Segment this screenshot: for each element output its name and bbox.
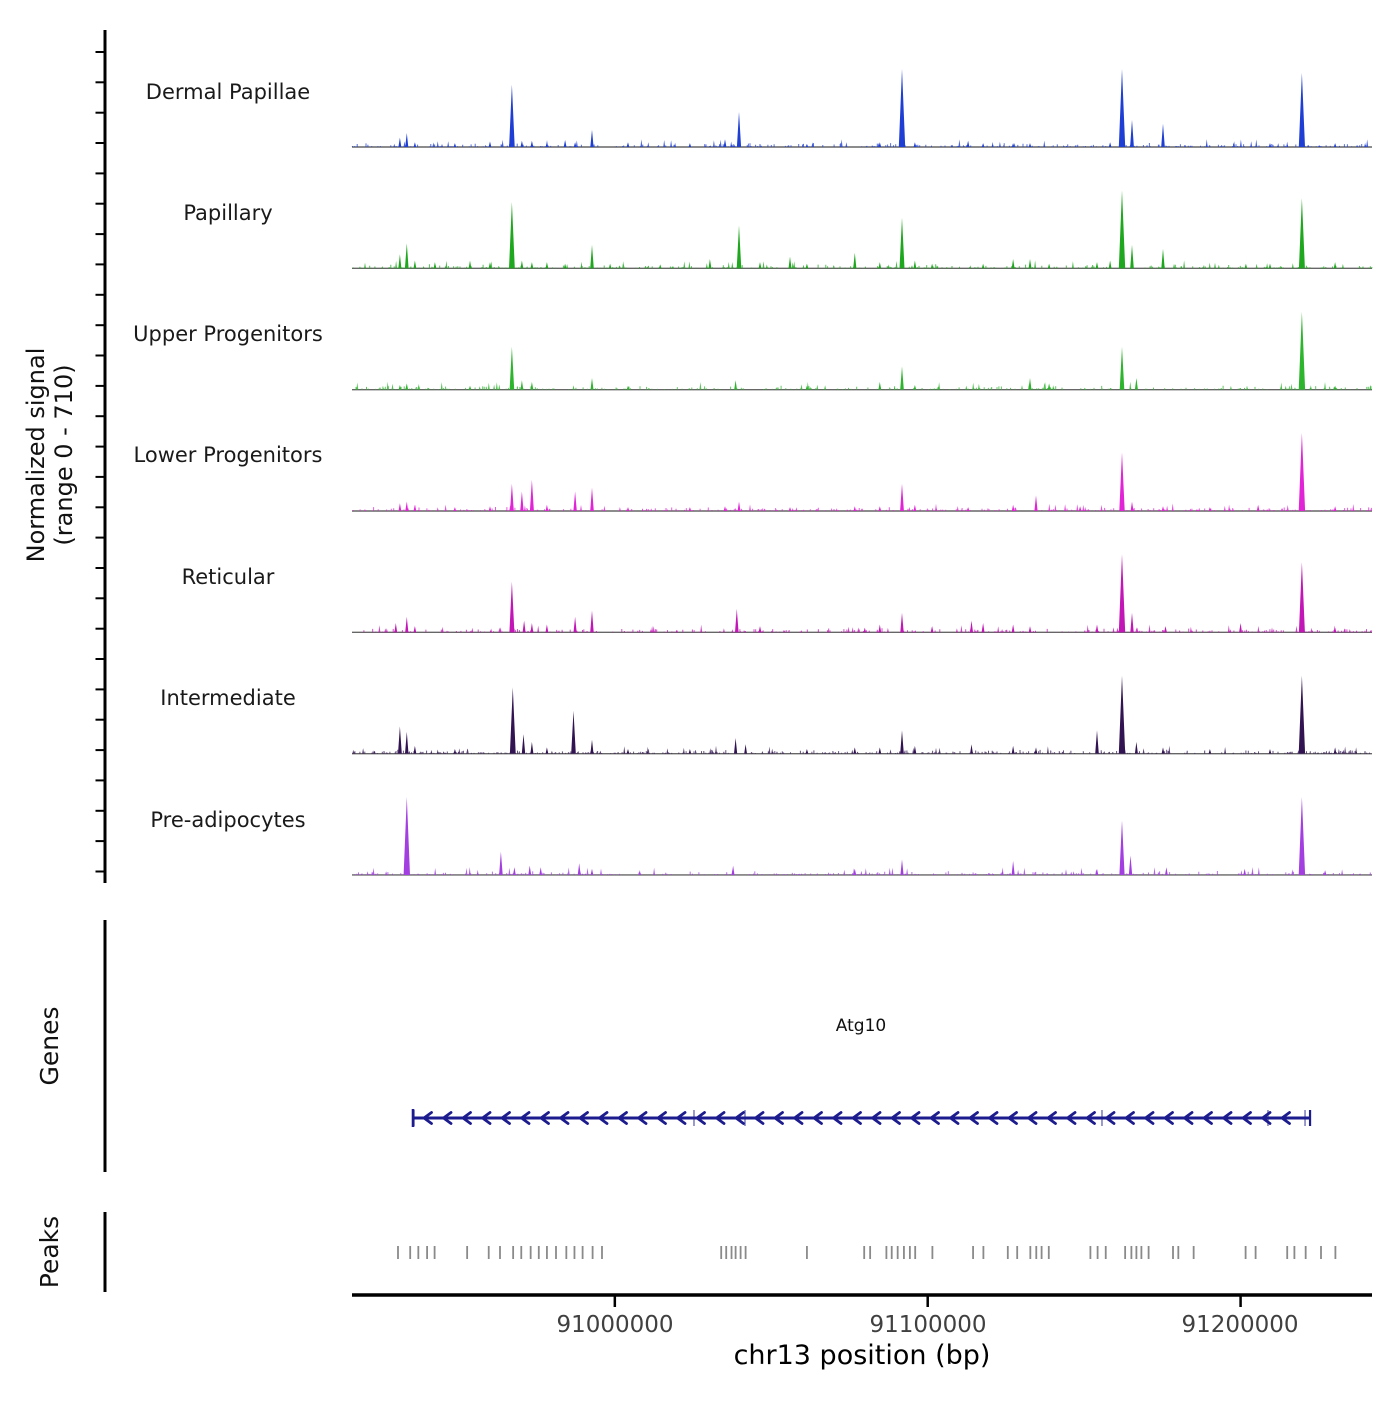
gene-strand-arrows (422, 1111, 1291, 1125)
track-label-intermediate: Intermediate (160, 686, 296, 710)
gene-name-label: Atg10 (836, 1016, 886, 1036)
track-intermediate (352, 675, 1372, 755)
gene-model (411, 1109, 1312, 1127)
track-label-upper-progenitors: Upper Progenitors (133, 322, 323, 346)
track-lower-progenitors (352, 433, 1372, 512)
signal-noise (355, 385, 1372, 390)
signal-spikes (398, 190, 1337, 269)
x-tick-label-91000000: 91000000 (556, 1312, 673, 1338)
track-dermal-papillae (351, 69, 1372, 148)
track-pre-adipocytes (352, 797, 1372, 876)
track-label-reticular: Reticular (182, 565, 275, 589)
peaks-track (397, 1246, 1337, 1259)
track-label-papillary: Papillary (183, 201, 272, 225)
signal-axis-ticks (95, 51, 105, 873)
signal-tracks-area (351, 69, 1373, 876)
y-axis-title-line1: Normalized signal (22, 348, 50, 563)
track-reticular (352, 554, 1372, 634)
signal-spikes (398, 311, 1337, 390)
genes-section-label: Genes (35, 1006, 64, 1085)
signal-spikes (403, 797, 1327, 875)
peaks-section-label: Peaks (35, 1216, 64, 1288)
x-axis-title: chr13 position (bp) (734, 1340, 991, 1371)
x-axis-ticks (613, 1295, 1242, 1307)
signal-noise (354, 871, 1371, 875)
track-label-pre-adipocytes: Pre-adipocytes (150, 808, 305, 832)
signal-spikes (398, 675, 1337, 754)
track-papillary (352, 190, 1373, 270)
signal-noise (352, 264, 1373, 269)
track-label-lower-progenitors: Lower Progenitors (134, 443, 323, 467)
signal-spikes (398, 69, 1337, 147)
y-axis-title-line2: (range 0 - 710) (50, 364, 78, 545)
x-tick-label-91100000: 91100000 (869, 1312, 986, 1338)
signal-spikes (394, 554, 1337, 633)
track-upper-progenitors (352, 311, 1372, 391)
signal-spikes (398, 433, 1337, 511)
x-tick-label-91200000: 91200000 (1181, 1312, 1298, 1338)
track-label-dermal-papillae: Dermal Papillae (146, 80, 310, 104)
